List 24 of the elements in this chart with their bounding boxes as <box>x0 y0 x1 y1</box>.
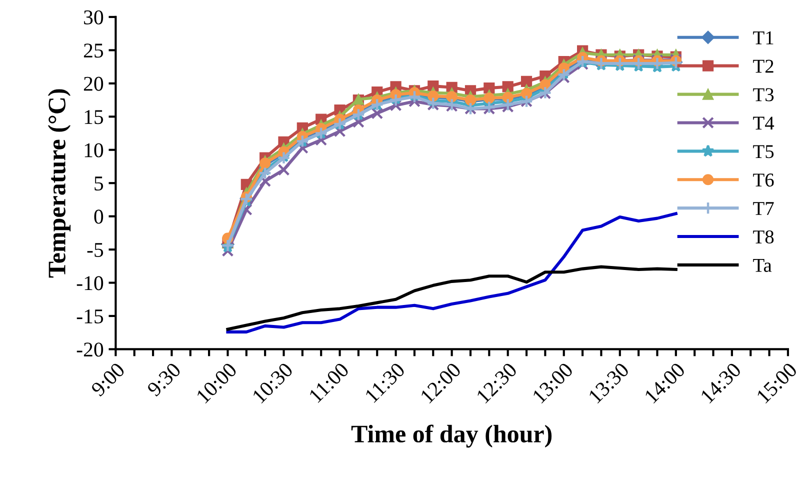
y-tick-label: 15 <box>84 110 104 124</box>
legend-label: T3 <box>753 88 774 102</box>
y-axis-title: Temperature (°C) <box>48 89 71 278</box>
legend-label: T6 <box>753 174 774 187</box>
y-tick-label: 10 <box>84 143 104 158</box>
y-tick-label: -5 <box>87 243 104 257</box>
x-axis-title: Time of day (hour) <box>351 424 552 448</box>
legend-label: T2 <box>753 60 774 73</box>
y-tick-label: 5 <box>94 176 104 191</box>
legend-label: Ta <box>753 259 772 272</box>
legend-label: T4 <box>753 116 774 130</box>
x-tick-label: 9:00 <box>90 362 126 398</box>
x-tick-label: 9:30 <box>146 362 182 398</box>
y-tick-label: 0 <box>94 210 104 224</box>
y-tick-label: -15 <box>76 309 104 324</box>
y-tick-label: 20 <box>84 76 104 91</box>
legend-label: T5 <box>753 145 774 158</box>
legend-label: T8 <box>753 230 774 244</box>
y-tick-label: -10 <box>76 276 104 290</box>
legend-label: T7 <box>753 202 774 215</box>
y-tick-label: 30 <box>84 10 104 24</box>
legend-label: T1 <box>753 31 774 44</box>
y-tick-label: 25 <box>84 44 104 58</box>
y-tick-label: -20 <box>76 342 104 357</box>
